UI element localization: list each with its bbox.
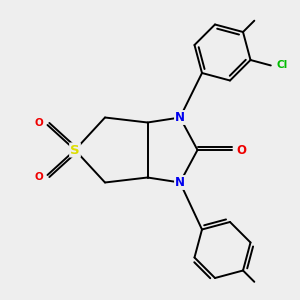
Text: S: S	[70, 143, 80, 157]
Text: N: N	[175, 176, 185, 189]
Text: O: O	[236, 143, 247, 157]
Text: N: N	[175, 111, 185, 124]
Text: O: O	[34, 172, 43, 182]
Text: Cl: Cl	[276, 60, 287, 70]
Text: O: O	[34, 118, 43, 128]
